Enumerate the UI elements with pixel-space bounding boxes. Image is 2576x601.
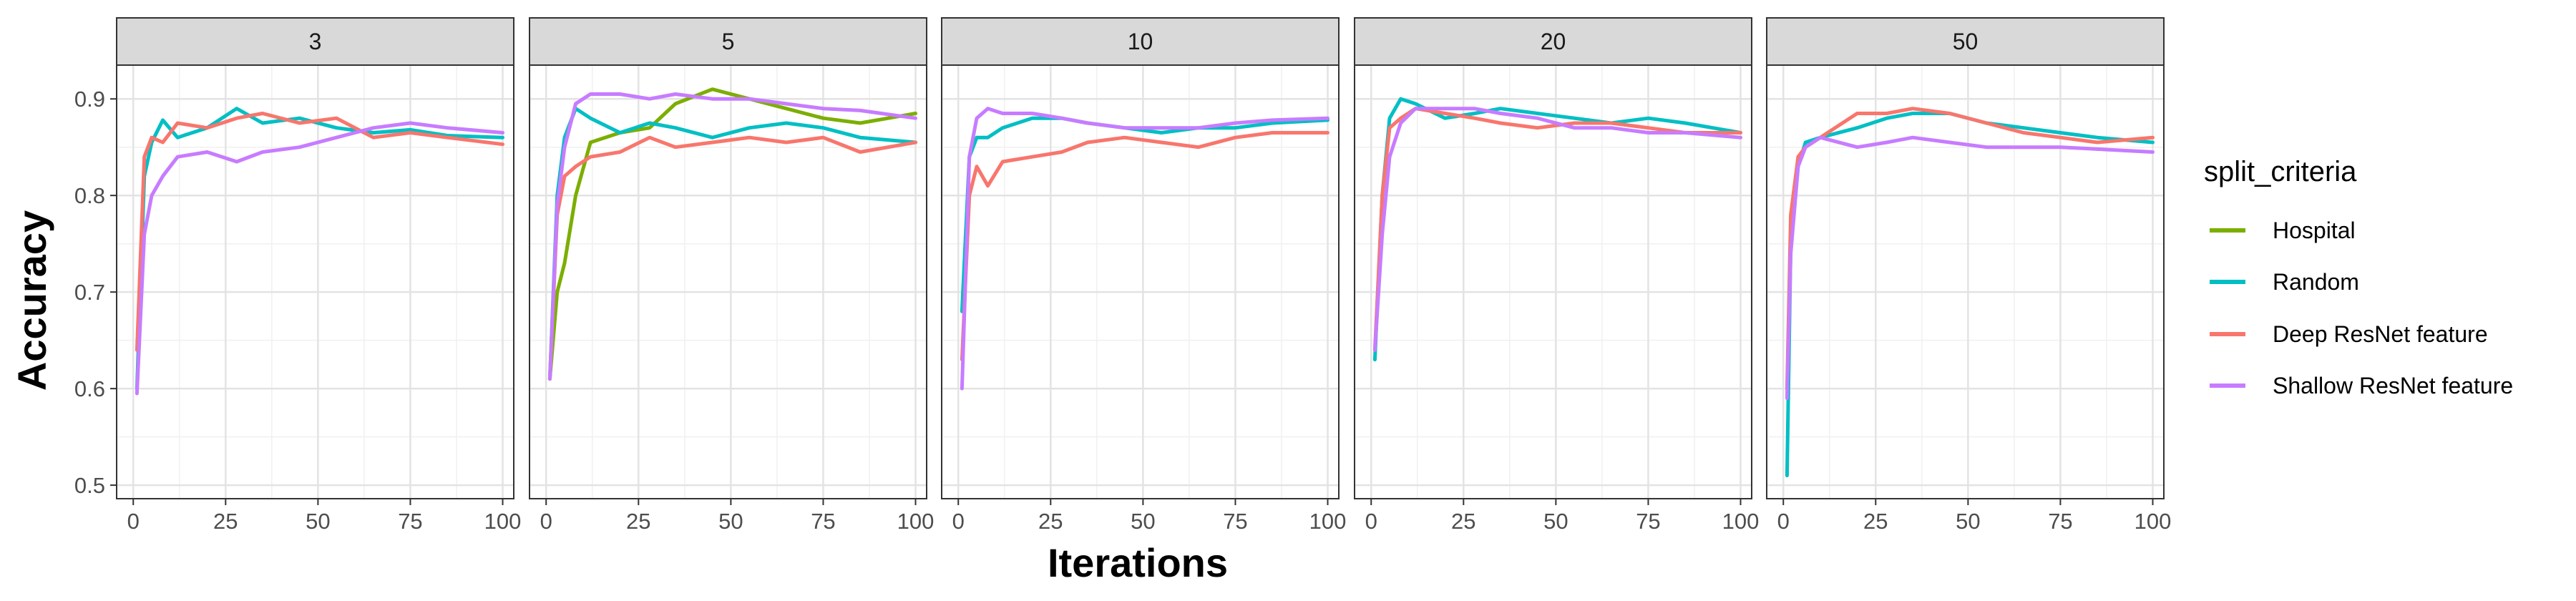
series-line-shallow-resnet-feature bbox=[135, 121, 504, 396]
series-line-random bbox=[547, 107, 917, 381]
series-line-hospital bbox=[547, 87, 917, 381]
series-line-shallow-resnet-feature bbox=[1372, 107, 1742, 352]
series-line-deep-resnet-feature bbox=[547, 135, 917, 381]
y-tick-label: 0.8 bbox=[74, 183, 105, 208]
x-tick-label: 50 bbox=[306, 509, 330, 534]
x-tick-label: 50 bbox=[1131, 509, 1155, 534]
legend: split_criteria Hospital Random Deep ResNet … bbox=[2204, 156, 2513, 399]
y-axis-title: Accuracy bbox=[9, 210, 54, 391]
series-line-deep-resnet-feature bbox=[135, 112, 504, 352]
x-tick-label: 25 bbox=[213, 509, 238, 534]
legend-label: Shallow ResNet feature bbox=[2273, 373, 2513, 399]
x-tick-label: 25 bbox=[1451, 509, 1475, 534]
facet-panel-3: 3 0 25 50 75 100 0.5 0.6 0.7 0.8 0.9 bbox=[74, 17, 522, 534]
x-tick-label: 0 bbox=[127, 509, 140, 534]
legend-label: Hospital bbox=[2273, 218, 2356, 243]
series-line-shallow-resnet-feature bbox=[1785, 135, 2155, 401]
plot-area bbox=[942, 65, 1339, 499]
plot-area bbox=[1767, 65, 2164, 499]
x-tick-label: 0 bbox=[952, 509, 965, 534]
facet-strip bbox=[116, 17, 514, 66]
series-line-shallow-resnet-feature bbox=[547, 92, 917, 381]
x-tick-label: 100 bbox=[1309, 509, 1347, 534]
facet-panel-10: 100 25 50 75 100 bbox=[941, 17, 1347, 534]
x-tick-label: 0 bbox=[1365, 509, 1377, 534]
facet-panel-5: 50 25 50 75 100 bbox=[529, 17, 935, 534]
x-tick-label: 50 bbox=[1956, 509, 1980, 534]
x-tick-label: 75 bbox=[2048, 509, 2072, 534]
x-tick-label: 25 bbox=[1863, 509, 1888, 534]
facet-panel-50: 50 0 25 50 75 100 bbox=[1766, 17, 2172, 534]
x-axis-title: Iterations bbox=[1048, 540, 1228, 585]
x-tick-label: 75 bbox=[1223, 509, 1247, 534]
x-tick-label: 100 bbox=[484, 509, 522, 534]
y-tick-label: 0.6 bbox=[74, 376, 105, 401]
facet-strip bbox=[941, 17, 1340, 66]
panel-border bbox=[529, 64, 927, 499]
panel-border bbox=[941, 64, 1340, 499]
legend-label: Deep ResNet feature bbox=[2273, 321, 2488, 347]
facet-strip-label: 5 bbox=[722, 29, 735, 54]
legend-label: Random bbox=[2273, 269, 2359, 295]
x-tick-label: 100 bbox=[2135, 509, 2172, 534]
x-tick-label: 25 bbox=[1038, 509, 1063, 534]
y-tick-label: 0.5 bbox=[74, 473, 105, 498]
x-tick-label: 0 bbox=[540, 509, 552, 534]
facet-strip-label: 50 bbox=[1953, 29, 1979, 54]
series-line-deep-resnet-feature bbox=[1785, 107, 2155, 391]
y-tick-label: 0.9 bbox=[74, 87, 105, 112]
panel-border bbox=[116, 64, 514, 499]
x-tick-label: 50 bbox=[1543, 509, 1568, 534]
panel-border bbox=[1354, 64, 1752, 499]
facet-strip-label: 3 bbox=[309, 29, 322, 54]
series-line-deep-resnet-feature bbox=[960, 131, 1330, 362]
x-tick-label: 100 bbox=[1722, 509, 1760, 534]
series-line-shallow-resnet-feature bbox=[960, 107, 1330, 391]
y-tick-label: 0.7 bbox=[74, 280, 105, 305]
facet-strip bbox=[1354, 17, 1752, 66]
x-tick-label: 50 bbox=[718, 509, 743, 534]
facet-strip-label: 20 bbox=[1541, 29, 1566, 54]
plot-area bbox=[530, 65, 927, 499]
legend-title: split_criteria bbox=[2204, 156, 2357, 187]
x-tick-label: 75 bbox=[811, 509, 835, 534]
x-tick-label: 100 bbox=[897, 509, 935, 534]
facet-panel-20: 20 0 25 50 75 100 bbox=[1354, 17, 1760, 534]
panel-border bbox=[1766, 64, 2165, 499]
plot-area bbox=[1355, 65, 1752, 499]
series-line-deep-resnet-feature bbox=[1372, 107, 1742, 352]
x-tick-label: 75 bbox=[398, 509, 422, 534]
facet-strip-label: 10 bbox=[1128, 29, 1153, 54]
x-tick-label: 25 bbox=[626, 509, 650, 534]
x-tick-label: 75 bbox=[1636, 509, 1660, 534]
x-tick-label: 0 bbox=[1777, 509, 1790, 534]
